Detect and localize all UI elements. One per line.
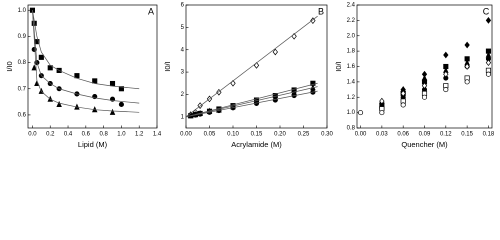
plot-frame [27, 4, 158, 129]
y-tick-label: 3 [181, 70, 185, 76]
y-axis-title: I0/I [334, 61, 343, 71]
circle-point [485, 71, 491, 77]
fit-line [32, 10, 140, 104]
diamond-point [400, 90, 406, 97]
triangle-point [56, 100, 62, 107]
x-axis-title: Quencher (M) [401, 140, 448, 149]
square-point [92, 78, 98, 84]
y-tick-label: 1.0 [347, 110, 356, 116]
fit-line [185, 90, 318, 118]
x-tick-label: 0.18 [483, 132, 495, 138]
x-tick-label: 1.2 [135, 132, 144, 138]
diamond-point [485, 17, 492, 24]
circle-point [272, 97, 278, 103]
square-point [109, 80, 116, 87]
y-axis-title: I0/I [163, 61, 172, 71]
y-tick-label: 4 [181, 47, 185, 53]
x-tick-label: 0.15 [251, 132, 263, 138]
y-tick-label: 5 [181, 25, 185, 31]
y-tick-label: 0.6 [18, 112, 27, 118]
diamond-point [379, 97, 385, 105]
x-tick-label: 0.15 [461, 132, 473, 138]
x-axis-title: Lipid (M) [78, 140, 108, 149]
circle-point [118, 101, 124, 107]
diamond-point [272, 48, 278, 56]
diamond-point [464, 41, 470, 49]
y-tick-label: 1.6 [347, 64, 356, 70]
circle-point [421, 94, 428, 100]
diamond-point [421, 82, 428, 90]
fit-line [32, 10, 140, 113]
y-tick-label: 2.4 [347, 3, 356, 9]
fit-line [32, 10, 140, 90]
fit-line [185, 15, 318, 118]
y-tick-label: 1.8 [347, 49, 356, 55]
diamond-point [253, 62, 260, 69]
y-tick-label: 2.0 [347, 33, 356, 39]
figure: 0.0 0.2 0.4 0.6 0.8 1.0 1.2 1.4 0.6 0.7 0.8 0.9 1.0 L… [5, 3, 495, 149]
y-tick-label: 0.9 [18, 34, 27, 40]
square-point [47, 65, 53, 71]
diamond-point [443, 70, 449, 78]
x-tick-label: 0.0 [28, 132, 37, 138]
diamond-point [443, 51, 449, 59]
x-tick-label: 0.4 [64, 132, 73, 138]
y-tick-label: 1 [181, 114, 185, 120]
y-tick-label: 1.2 [347, 95, 356, 101]
circle-point [443, 87, 449, 93]
x-tick-label: 0.00 [180, 132, 192, 138]
diamond-point [485, 59, 492, 67]
diamond-point [464, 63, 470, 70]
triangle-point [421, 74, 428, 81]
x-tick-label: 0.00 [355, 132, 367, 138]
circle-point [464, 79, 470, 85]
x-tick-label: 0.25 [298, 132, 310, 138]
circle-point [379, 110, 385, 116]
y-tick-label: 1.0 [18, 8, 27, 14]
fit-line [185, 86, 318, 118]
fit-line [185, 82, 318, 118]
y-tick-label: 1.4 [347, 79, 356, 85]
panel-label: A [148, 6, 154, 16]
x-tick-label: 0.05 [204, 132, 216, 138]
x-tick-label: 0.30 [321, 132, 333, 138]
y-tick-label: 0.7 [18, 86, 27, 92]
square-point [38, 54, 44, 60]
x-tick-label: 0.03 [376, 132, 388, 138]
x-tick-label: 1.4 [153, 132, 162, 138]
x-tick-label: 0.12 [440, 132, 452, 138]
circle-point [358, 110, 364, 116]
x-tick-label: 0.2 [46, 132, 55, 138]
x-axis-title: Acrylamide (M) [231, 140, 282, 149]
y-axis-title: I/I0 [5, 61, 14, 71]
panel-label: C [483, 6, 490, 16]
y-tick-label: 6 [181, 3, 185, 9]
y-tick-label: 2.2 [347, 18, 356, 24]
plot-frame [356, 4, 493, 129]
square-point [74, 73, 80, 79]
y-tick-label: 0.8 [18, 60, 27, 66]
circle-point [400, 102, 406, 108]
square-point [118, 86, 124, 92]
x-tick-label: 0.06 [397, 132, 409, 138]
x-tick-label: 0.20 [274, 132, 286, 138]
x-tick-label: 0.8 [99, 132, 108, 138]
x-tick-label: 0.09 [419, 132, 431, 138]
triangle-point [31, 64, 37, 71]
x-tick-label: 1.0 [117, 132, 126, 138]
panel-label: B [318, 6, 324, 16]
y-tick-label: 2 [181, 92, 185, 98]
x-tick-label: 0.10 [227, 132, 239, 138]
y-tick-label: 0.8 [347, 126, 356, 132]
x-tick-label: 0.6 [82, 132, 91, 138]
triangle-point [109, 108, 116, 115]
